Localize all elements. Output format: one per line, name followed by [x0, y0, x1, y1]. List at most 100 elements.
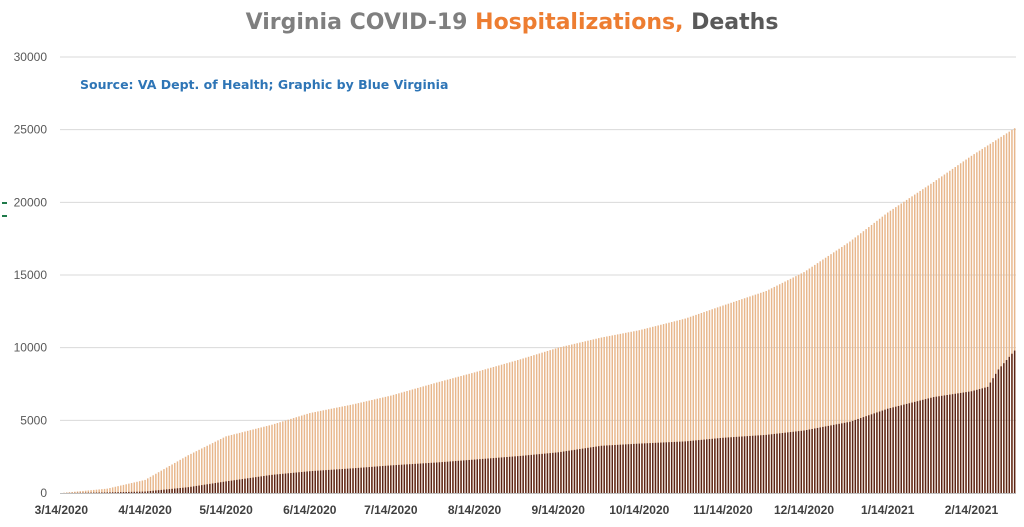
hospitalization-bar — [141, 480, 144, 493]
hospitalization-bar — [762, 291, 765, 493]
death-bar — [265, 475, 268, 493]
death-bar — [662, 442, 665, 493]
death-bar — [603, 445, 605, 493]
death-bar — [276, 474, 279, 493]
death-bar — [544, 453, 546, 493]
death-bar — [176, 488, 179, 493]
left-edge-marks — [2, 202, 7, 217]
hospitalization-bar — [703, 312, 705, 493]
hospitalization-bar — [814, 264, 816, 493]
hospitalization-bar — [325, 409, 327, 493]
death-bar — [392, 465, 395, 493]
hospitalization-bar — [495, 366, 497, 493]
death-bar — [827, 425, 830, 493]
hospitalization-bar — [576, 343, 578, 493]
hospitalization-bar — [843, 245, 846, 493]
hospitalization-bar — [481, 370, 484, 493]
hospitalization-bar — [854, 237, 857, 493]
death-bar — [479, 459, 481, 493]
death-bar — [846, 422, 848, 493]
hospitalization-bar — [109, 488, 111, 493]
hospitalization-bar — [138, 481, 141, 493]
death-bar — [859, 418, 862, 493]
hospitalization-bar — [954, 167, 956, 494]
death-bar — [284, 473, 287, 493]
hospitalization-bar — [708, 310, 711, 493]
hospitalization-bar — [500, 364, 503, 493]
death-bar — [360, 467, 362, 493]
death-bar — [608, 445, 611, 493]
hospitalization-bar — [943, 174, 946, 493]
hospitalization-bar — [230, 434, 233, 493]
hospitalization-bar — [630, 331, 632, 493]
hospitalization-bar — [697, 313, 700, 493]
hospitalization-bar — [868, 227, 870, 494]
death-bar — [476, 459, 478, 493]
hospitalization-bar — [395, 394, 397, 493]
death-bar — [873, 413, 875, 493]
death-bar — [298, 472, 300, 493]
hospitalization-bar — [889, 210, 892, 494]
hospitalization-bar — [314, 411, 316, 493]
death-bar — [619, 444, 622, 493]
hospitalization-bar — [760, 292, 762, 493]
death-bar — [787, 432, 789, 493]
hospitalization-bar — [600, 337, 603, 493]
death-bar — [346, 468, 349, 493]
death-bar — [271, 474, 273, 493]
hospitalization-bar — [489, 367, 492, 493]
death-bar — [589, 447, 592, 493]
death-bar — [924, 399, 927, 493]
death-bar — [214, 483, 217, 493]
death-bar — [400, 464, 403, 493]
death-bar — [406, 464, 408, 493]
death-bar — [692, 440, 695, 493]
chart-title-part-deaths: Deaths — [683, 10, 779, 35]
hospitalization-bar — [300, 415, 303, 493]
death-bar — [946, 395, 948, 493]
death-bar — [841, 423, 843, 493]
death-bar — [797, 431, 800, 493]
death-bar — [198, 485, 200, 493]
death-bar — [568, 450, 570, 493]
hospitalization-bar — [800, 273, 803, 493]
hospitalization-bar — [408, 390, 411, 493]
death-bar — [384, 465, 387, 493]
death-bar — [109, 492, 111, 493]
death-bar — [557, 452, 559, 493]
hospitalization-bar — [446, 379, 449, 493]
hospitalization-bar — [222, 437, 225, 493]
hospitalization-bar — [311, 412, 314, 493]
death-bar — [290, 473, 292, 493]
death-bar — [414, 463, 416, 493]
hospitalization-bar — [279, 422, 281, 493]
hospitalization-bar — [292, 418, 295, 493]
death-bar — [352, 468, 354, 493]
x-tick-label: 8/14/2020 — [448, 503, 502, 517]
death-bar — [495, 457, 497, 493]
death-bar — [792, 431, 794, 493]
hospitalization-bar — [114, 486, 117, 493]
hospitalization-bar — [319, 410, 322, 493]
hospitalization-bar — [984, 147, 986, 493]
death-bar — [562, 451, 565, 493]
hospitalization-bar — [757, 293, 759, 493]
death-bar — [538, 454, 541, 493]
hospitalization-bar — [608, 335, 611, 493]
hospitalization-bar — [827, 255, 830, 493]
hospitalization-bar — [579, 342, 581, 493]
death-bar — [462, 460, 465, 493]
hospitalization-bar — [957, 165, 959, 493]
x-tick-label: 12/14/2020 — [774, 503, 834, 517]
death-bar — [417, 463, 419, 493]
death-bar — [762, 435, 765, 493]
death-bar — [781, 432, 784, 493]
hospitalization-bar — [662, 324, 665, 493]
hospitalization-bar — [125, 484, 127, 493]
death-bar — [192, 486, 195, 493]
death-bar — [851, 420, 854, 493]
hospitalization-bar — [90, 490, 92, 493]
death-bar — [600, 445, 603, 493]
hospitalization-bar — [133, 482, 136, 493]
death-bar — [295, 472, 298, 493]
